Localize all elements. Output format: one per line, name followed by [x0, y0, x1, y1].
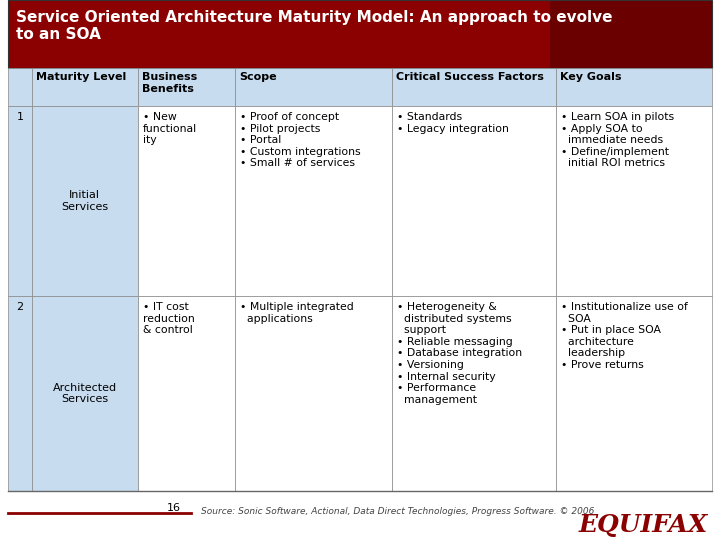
Bar: [32, 296, 138, 491]
Bar: [235, 106, 392, 296]
Text: Key Goals: Key Goals: [559, 72, 621, 82]
Text: 2: 2: [17, 302, 24, 312]
Text: Architected
Services: Architected Services: [53, 383, 117, 404]
Text: • New
functional
ity: • New functional ity: [143, 112, 197, 145]
Text: • Institutionalize use of
  SOA
• Put in place SOA
  architecture
  leadership
•: • Institutionalize use of SOA • Put in p…: [561, 302, 688, 370]
Bar: [550, 0, 712, 68]
Bar: [32, 68, 138, 106]
Text: Business
Benefits: Business Benefits: [142, 72, 197, 93]
Bar: [8, 0, 550, 68]
Bar: [392, 296, 556, 491]
Bar: [235, 296, 392, 491]
Text: • Learn SOA in pilots
• Apply SOA to
  immediate needs
• Define/implement
  init: • Learn SOA in pilots • Apply SOA to imm…: [561, 112, 674, 168]
Bar: [235, 68, 392, 106]
Text: Critical Success Factors: Critical Success Factors: [395, 72, 544, 82]
Text: Scope: Scope: [239, 72, 277, 82]
Bar: [138, 106, 235, 296]
Text: • Proof of concept
• Pilot projects
• Portal
• Custom integrations
• Small # of : • Proof of concept • Pilot projects • Po…: [240, 112, 361, 168]
Bar: [8, 68, 32, 106]
Bar: [556, 106, 712, 296]
Bar: [8, 106, 32, 296]
Text: • Standards
• Legacy integration: • Standards • Legacy integration: [397, 112, 508, 133]
Text: • Multiple integrated
  applications: • Multiple integrated applications: [240, 302, 354, 323]
Bar: [138, 296, 235, 491]
Text: Service Oriented Architecture Maturity Model: An approach to evolve
to an SOA: Service Oriented Architecture Maturity M…: [16, 10, 613, 43]
Bar: [8, 296, 32, 491]
Bar: [32, 106, 138, 296]
Text: 1: 1: [17, 112, 24, 122]
Bar: [556, 296, 712, 491]
Text: 16: 16: [166, 503, 181, 513]
Text: Initial
Services: Initial Services: [61, 190, 108, 212]
Bar: [392, 68, 556, 106]
Text: EQUIFAX: EQUIFAX: [579, 513, 708, 537]
Text: Maturity Level: Maturity Level: [36, 72, 126, 82]
Bar: [556, 68, 712, 106]
Bar: [138, 68, 235, 106]
Bar: [392, 106, 556, 296]
Text: • Heterogeneity &
  distributed systems
  support
• Reliable messaging
• Databas: • Heterogeneity & distributed systems su…: [397, 302, 522, 405]
Text: Source: Sonic Software, Actional, Data Direct Technologies, Progress Software. ©: Source: Sonic Software, Actional, Data D…: [201, 507, 595, 516]
Text: • IT cost
reduction
& control: • IT cost reduction & control: [143, 302, 194, 335]
Bar: [8, 0, 712, 68]
